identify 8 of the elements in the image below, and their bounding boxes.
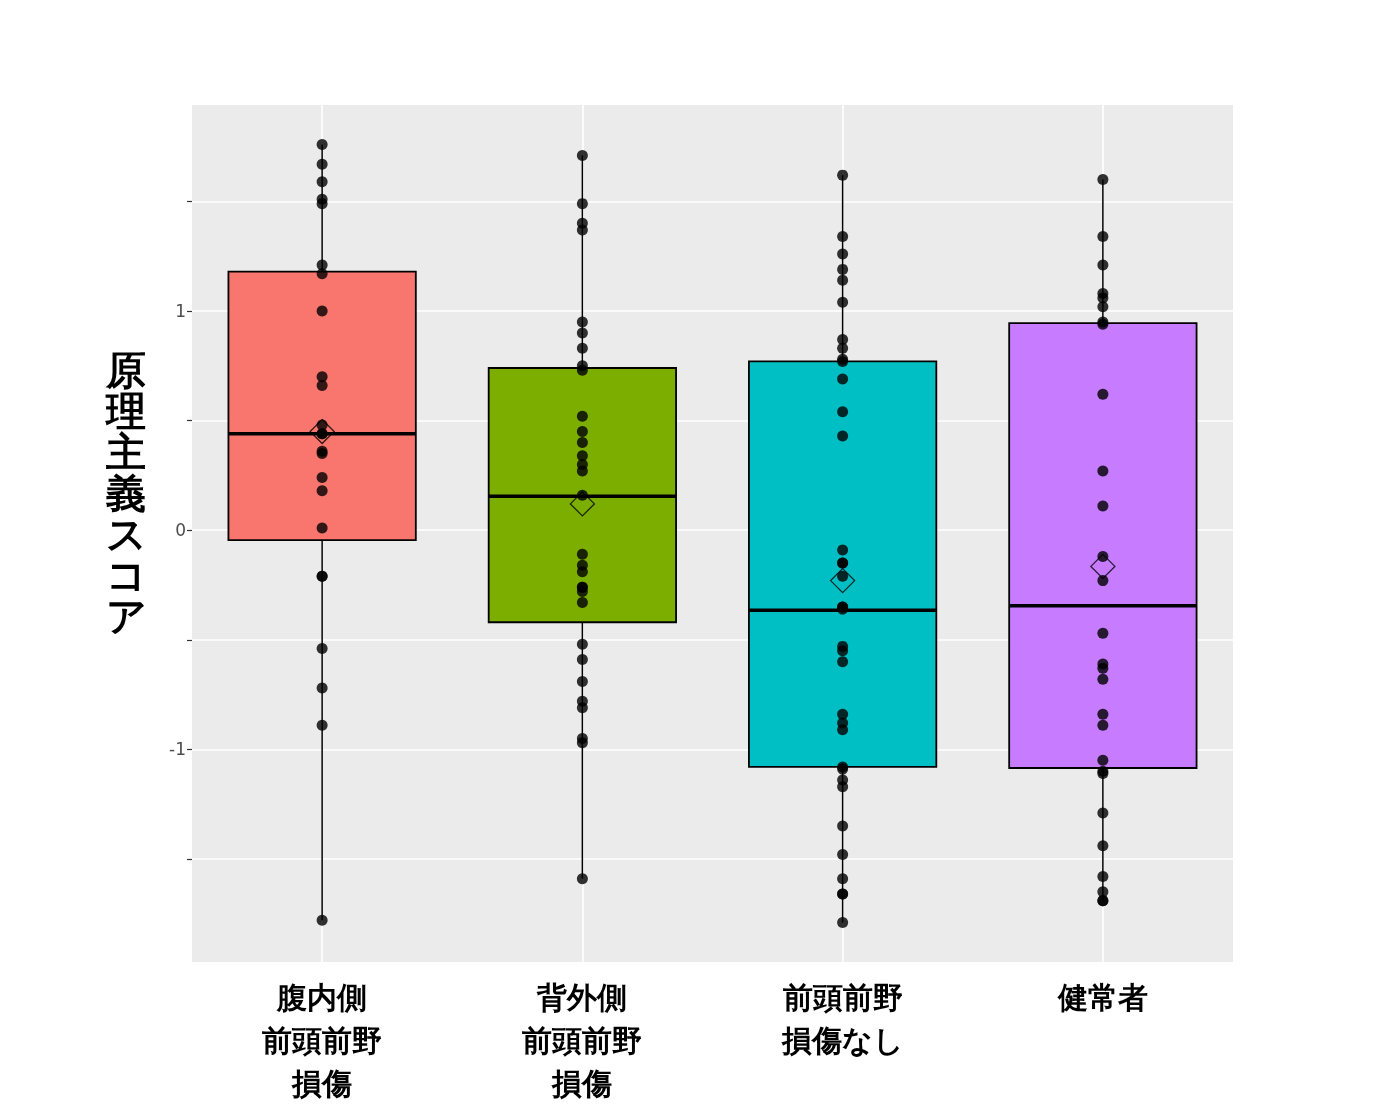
x-tick-label: 前頭前野損傷なし — [780, 980, 904, 1058]
y-axis-title: 原理主義スコア — [104, 346, 148, 639]
x-tick-label: 腹内側前頭前野損傷 — [262, 980, 383, 1101]
y-tick-label: 1 — [175, 301, 186, 322]
y-tick-label: -1 — [169, 739, 186, 760]
x-tick-label: 健常者 — [1056, 980, 1148, 1015]
x-tick-label: 背外側前頭前野損傷 — [522, 980, 643, 1101]
y-tick-label: 0 — [175, 520, 186, 541]
